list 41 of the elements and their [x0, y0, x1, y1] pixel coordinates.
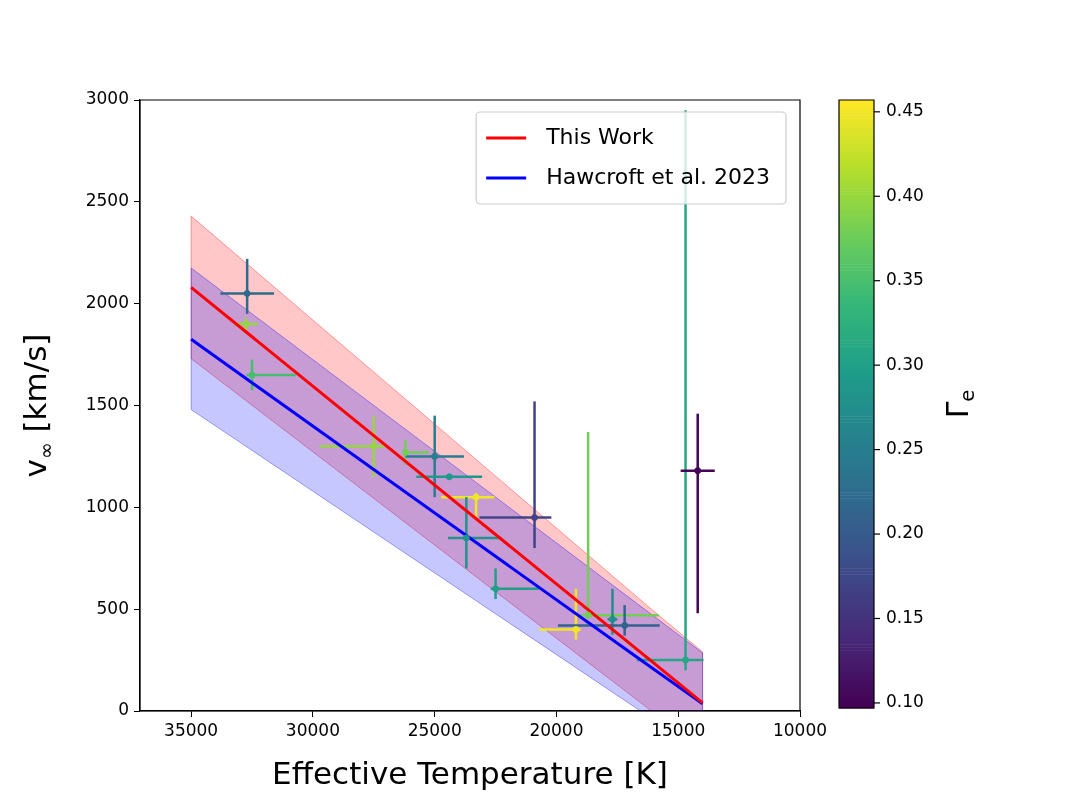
color-bar-label: 0.10: [886, 691, 924, 712]
x-tick-label: 10000: [772, 719, 828, 740]
point: [248, 371, 256, 379]
x-tick-label: 30000: [285, 719, 340, 740]
color-bar-label: 0.15: [886, 606, 924, 627]
legend-label: Hawcroft et al. 2023: [546, 163, 771, 189]
legend-label: This Work: [545, 123, 655, 149]
point: [243, 289, 251, 297]
color-bar-label: 0.20: [886, 522, 924, 543]
y-tick-label: 0: [118, 699, 129, 720]
x-tick-label: 25000: [407, 719, 462, 740]
x-tick-label: 35000: [164, 719, 219, 740]
y-tick-label: 2500: [85, 190, 129, 211]
point: [694, 467, 702, 475]
color-bar-label: 0.25: [886, 438, 924, 459]
point: [445, 473, 453, 481]
y-tick-label: 500: [96, 597, 129, 618]
y-tick-label: 3000: [85, 88, 129, 109]
y-tick-label: 1000: [85, 495, 129, 516]
point: [401, 448, 409, 456]
color-bar-label: 0.35: [886, 269, 924, 290]
point: [370, 442, 378, 450]
x-tick-label: 20000: [529, 719, 584, 740]
point: [472, 493, 480, 501]
y-tick-label: 1500: [85, 393, 129, 414]
point: [431, 452, 439, 460]
point: [492, 585, 500, 593]
point: [531, 514, 539, 522]
x-tick-label: 15000: [651, 719, 706, 740]
y-tick-label: 2000: [85, 292, 129, 313]
point: [462, 534, 470, 542]
x-axis-title: Effective Temperature [K]: [272, 755, 668, 792]
color-bar-label: 0.30: [886, 353, 924, 374]
point: [584, 611, 592, 619]
color-bar-label: 0.40: [886, 184, 924, 205]
color-bar-label: 0.45: [886, 100, 924, 121]
color-bar-title: Γe: [939, 389, 980, 419]
point: [621, 621, 629, 629]
point: [572, 626, 580, 634]
y-axis-title: v∞ [km/s]: [17, 333, 58, 478]
point: [682, 656, 690, 664]
